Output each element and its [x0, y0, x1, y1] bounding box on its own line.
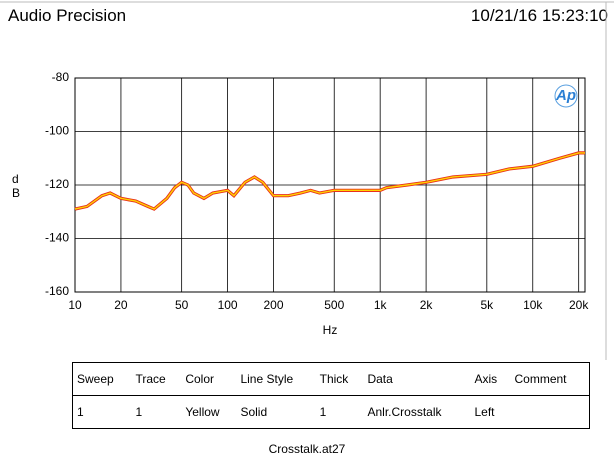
table-cell: Line Style [236, 362, 316, 396]
table-row: Sweep Trace Color Line Style Thick Data Axis Co… [72, 362, 591, 396]
table-cell: Color [181, 362, 237, 396]
table-cell: Data [363, 362, 471, 396]
x-tick-label: 20k [569, 298, 589, 312]
logo: Ap [555, 87, 576, 104]
table-cell: Left [470, 395, 511, 429]
title: Audio Precision [8, 6, 127, 25]
table-cell: Comment [510, 362, 591, 396]
table-cell: Axis [470, 362, 511, 396]
x-tick-label: 5k [480, 298, 494, 312]
y-tick-label: -140 [45, 231, 69, 245]
x-tick-label: 500 [324, 298, 344, 312]
timestamp: 10/21/16 15:23:10 [470, 6, 608, 25]
y-tick-label: -100 [45, 124, 69, 138]
x-tick-label: 10k [523, 298, 543, 312]
x-tick-label: 200 [264, 298, 284, 312]
x-tick-label: 50 [175, 298, 189, 312]
x-axis-label: Hz [323, 323, 338, 337]
table-cell: 1 [131, 395, 182, 429]
table-row: 1 1 Yellow Solid 1 Anlr.Crosstalk Left [72, 395, 591, 429]
footer: Crosstalk.at27 [268, 442, 346, 456]
x-tick-label: 2k [420, 298, 434, 312]
table-cell: Trace [131, 362, 182, 396]
table-cell: Yellow [181, 395, 237, 429]
series-line [74, 152, 585, 210]
x-tick-label: 20 [114, 298, 128, 312]
plot-frame [74, 77, 586, 293]
x-tick-label: 10 [68, 298, 82, 312]
table-cell [510, 395, 591, 429]
y-tick-label: -80 [52, 70, 70, 84]
table-cell: Solid [236, 395, 316, 429]
table-cell: 1 [315, 395, 364, 429]
table-cell: Sweep [72, 362, 132, 396]
x-tick-label: 100 [218, 298, 238, 312]
table-cell: Anlr.Crosstalk [363, 395, 471, 429]
logo-ring [554, 84, 578, 108]
y-tick-label: -120 [45, 177, 69, 191]
y-tick-label: -160 [45, 284, 69, 298]
x-tick-label: 1k [374, 298, 388, 312]
series-edge [74, 151, 585, 211]
legend-table: Sweep Trace Color Line Style Thick Data Axis Co… [72, 362, 591, 429]
table-cell: 1 [72, 395, 132, 429]
y-axis-label: dB [12, 172, 21, 200]
table-cell: Thick [315, 362, 364, 396]
